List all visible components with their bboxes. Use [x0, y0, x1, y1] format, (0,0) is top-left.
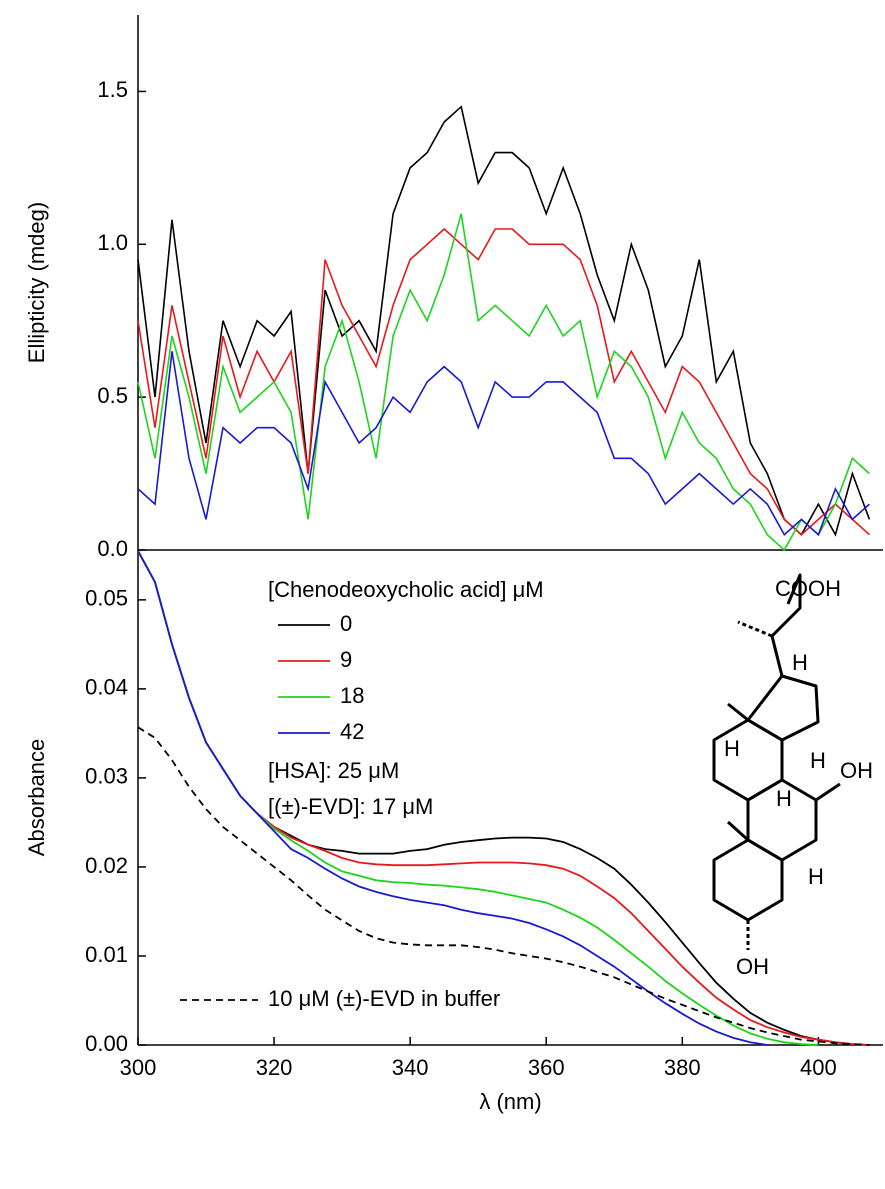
legend-label: 9 [340, 647, 352, 672]
series-line [137, 213, 870, 552]
methyl-bond [737, 620, 773, 638]
series-line [137, 105, 871, 537]
oh-bond [815, 782, 841, 802]
y-tick-label: 0.01 [85, 942, 128, 967]
legend-title: [Chenodeoxycholic acid] μM [268, 577, 544, 602]
series-line [137, 550, 768, 1046]
x-axis-title: λ (nm) [479, 1089, 541, 1114]
legend-label: 18 [340, 683, 364, 708]
x-tick-label: 380 [664, 1055, 701, 1080]
structure-label: H [776, 786, 792, 811]
structure-label: OH [840, 758, 873, 783]
structure-label: H [810, 748, 826, 773]
ring-a [712, 838, 784, 922]
x-tick-label: 400 [800, 1055, 837, 1080]
y-tick-label: 1.5 [97, 77, 128, 102]
legend-label: 0 [340, 611, 352, 636]
series-line [137, 351, 870, 537]
methyl-bond [727, 702, 749, 722]
series-line [137, 726, 870, 1046]
y-tick-label: 0.00 [85, 1031, 128, 1056]
x-tick-label: 320 [256, 1055, 293, 1080]
x-tick-label: 340 [392, 1055, 429, 1080]
side-chain [770, 573, 802, 677]
ring-d [746, 674, 820, 742]
y-tick-label: 0.0 [97, 536, 128, 561]
structure-label: H [808, 864, 824, 889]
y-tick-label: 0.05 [85, 586, 128, 611]
y-tick-label: 0.02 [85, 853, 128, 878]
legend-label: 10 μM (±)-EVD in buffer [268, 986, 500, 1011]
legend-label: 42 [340, 719, 364, 744]
structure-label: H [724, 736, 740, 761]
y-tick-label: 0.5 [97, 383, 128, 408]
annotation: [(±)-EVD]: 17 μM [268, 794, 433, 819]
y-axis-title: Ellipticity (mdeg) [24, 202, 49, 363]
annotation: [HSA]: 25 μM [268, 758, 399, 783]
structure-label: COOH [775, 576, 841, 601]
y-tick-label: 0.04 [85, 675, 128, 700]
series-line [137, 227, 870, 536]
y-axis-title: Absorbance [24, 739, 49, 856]
methyl-bond [726, 820, 750, 842]
structure-label: OH [736, 954, 769, 979]
structure-label: H [792, 650, 808, 675]
series-line [137, 550, 819, 1046]
x-tick-label: 300 [120, 1055, 157, 1080]
y-tick-label: 1.0 [97, 230, 128, 255]
y-tick-label: 0.03 [85, 764, 128, 789]
structure: COOH H H H OH H H OH [712, 573, 873, 979]
x-tick-label: 360 [528, 1055, 565, 1080]
